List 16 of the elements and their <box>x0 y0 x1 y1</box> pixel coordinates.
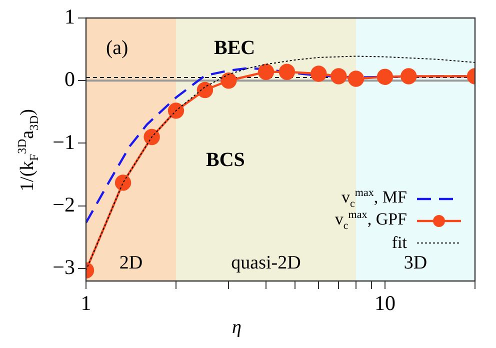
legend-label: fit <box>392 233 407 253</box>
band-label: quasi-2D <box>231 252 301 274</box>
band-label: 2D <box>119 252 143 274</box>
y-tick-label: −1 <box>52 130 75 154</box>
y-tick-label: −3 <box>52 254 75 279</box>
annotation: BCS <box>206 149 245 171</box>
x-axis-title: η <box>232 317 242 338</box>
band-label: 3D <box>404 252 428 274</box>
legend-label: v$_{c}$$^{max}$, MF <box>341 187 407 211</box>
annotation: (a) <box>106 37 128 59</box>
y-tick-label: 0 <box>64 67 75 92</box>
y-tick-label: 1 <box>64 4 75 29</box>
annotation: BEC <box>214 37 256 59</box>
y-tick-label: −2 <box>52 192 75 216</box>
x-tick-label: 10 <box>374 291 396 316</box>
legend-label: v$_{c}$$^{max}$, GPF <box>334 209 407 233</box>
